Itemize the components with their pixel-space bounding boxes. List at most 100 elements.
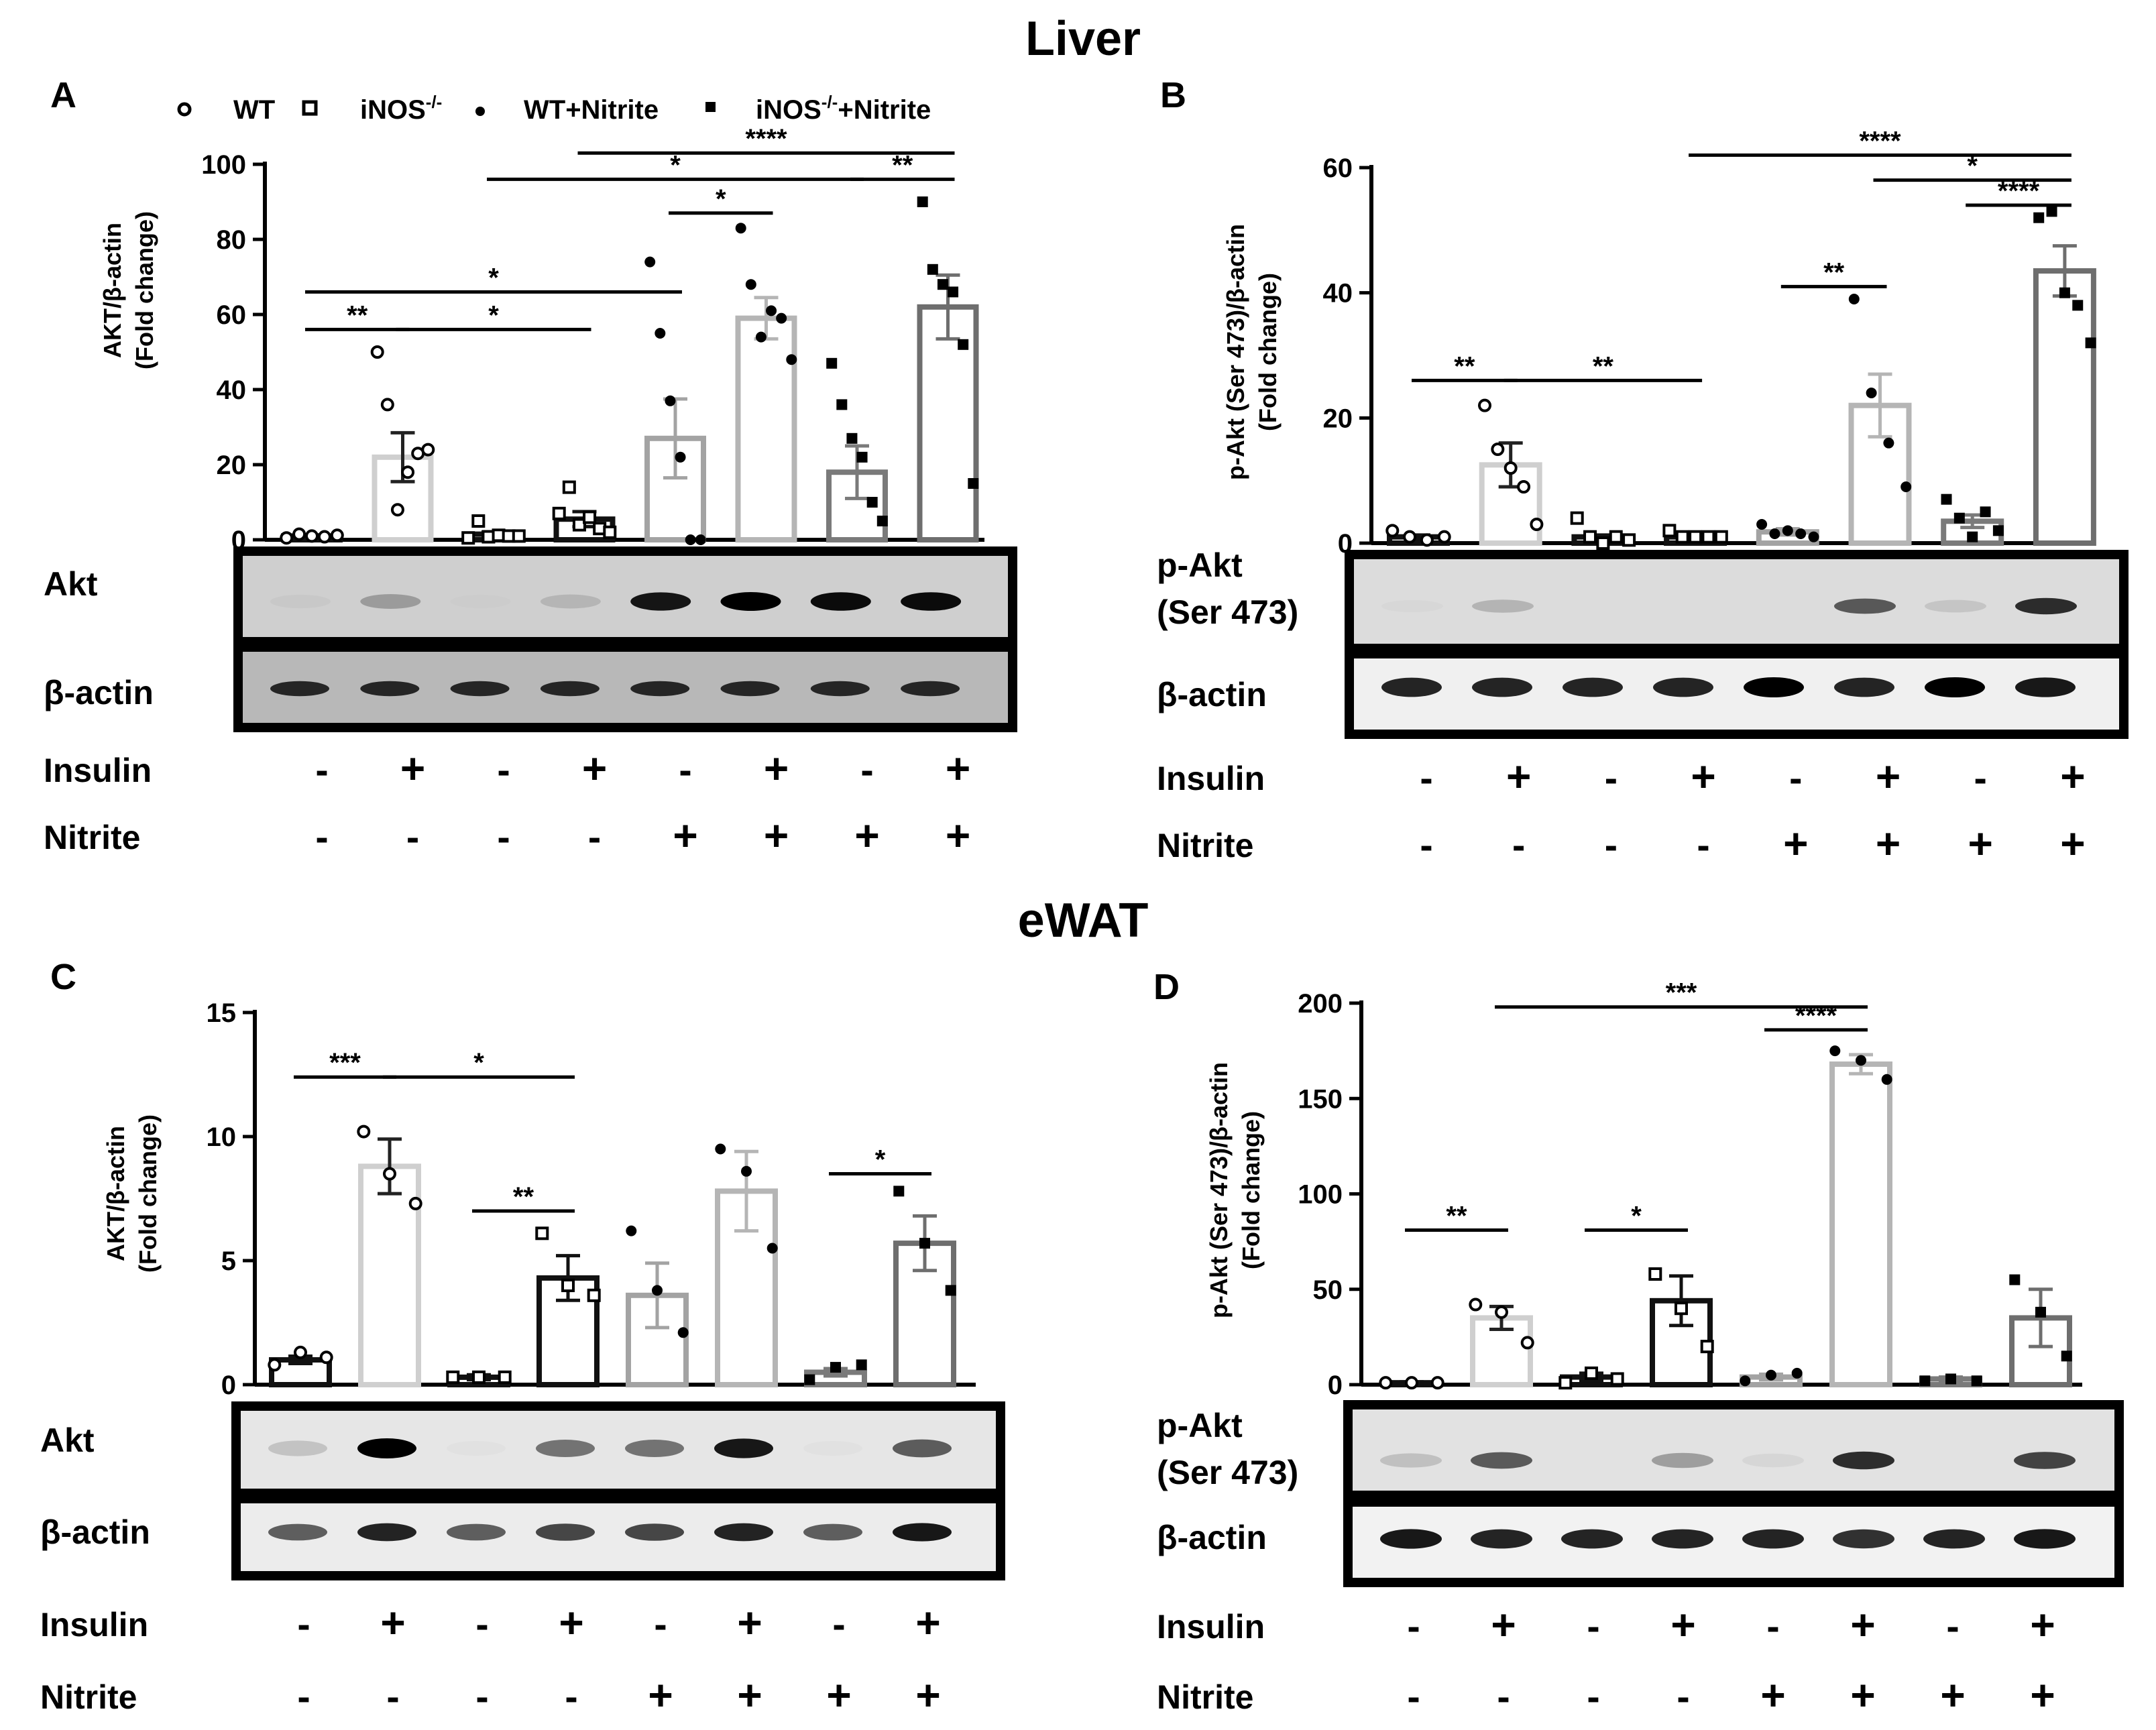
bar — [1829, 1061, 1892, 1388]
significance-label: * — [716, 184, 726, 214]
plus-sign: + — [826, 1671, 851, 1719]
insulin-signs-a: - + - + - + - + — [315, 744, 970, 793]
data-point — [1808, 531, 1819, 542]
significance-label: ** — [347, 300, 368, 330]
bands-d-pakt — [1380, 1451, 2076, 1470]
data-point — [766, 305, 777, 316]
blot-band — [1742, 1529, 1804, 1549]
bar — [735, 315, 797, 542]
significance-label: * — [473, 1048, 484, 1078]
bar — [2033, 268, 2096, 546]
plus-sign: + — [559, 1599, 583, 1647]
data-point — [675, 451, 686, 463]
insulin-signs-c: - + - + - + - + — [297, 1599, 940, 1647]
blot-band — [270, 681, 329, 697]
significance-label: *** — [329, 1048, 361, 1078]
blot-band — [447, 1523, 506, 1541]
blot-band — [803, 1441, 862, 1456]
significance-label: ** — [1454, 351, 1475, 381]
blot-band — [1834, 598, 1896, 614]
significance-label: * — [1631, 1202, 1642, 1231]
data-point — [268, 1358, 282, 1372]
plus-sign: + — [854, 811, 879, 860]
data-point — [1385, 524, 1400, 538]
legend-marker-inos-nitrite — [705, 102, 716, 112]
minus-sign: - — [475, 1675, 488, 1719]
data-point — [535, 1226, 549, 1241]
data-point — [1478, 398, 1491, 412]
data-point — [644, 256, 656, 268]
y-axis-sublabel-d: (Fold change) — [1237, 1111, 1265, 1269]
plus-sign: + — [946, 744, 970, 793]
blot-band — [1833, 1529, 1894, 1549]
data-point — [552, 506, 566, 520]
blot-band — [1563, 677, 1623, 697]
data-point — [380, 398, 394, 412]
data-point — [512, 529, 526, 543]
minus-sign: - — [475, 1603, 488, 1646]
significance-label: * — [670, 150, 681, 180]
row-label-insulin-b: Insulin — [1157, 760, 1265, 797]
data-point — [603, 525, 617, 539]
minus-sign: - — [654, 1603, 667, 1646]
minus-sign: - — [1605, 823, 1618, 867]
data-point — [587, 1288, 601, 1302]
data-point — [741, 1165, 752, 1177]
data-point — [826, 357, 838, 369]
minus-sign: - — [565, 1675, 577, 1719]
blot-d-actin — [1343, 1497, 2124, 1587]
panel-b: B p-Akt (Ser 473)/β-actin (Fold change) … — [1157, 75, 2129, 868]
data-point — [1782, 525, 1793, 536]
data-point — [755, 331, 767, 343]
data-point — [856, 1359, 867, 1371]
blot-band — [447, 1441, 506, 1456]
data-point — [804, 1374, 815, 1385]
data-point — [1609, 530, 1623, 544]
data-point — [330, 528, 344, 542]
row-label-insulin-d: Insulin — [1157, 1608, 1265, 1646]
data-point — [695, 534, 706, 545]
significance-label: **** — [1859, 126, 1901, 156]
data-point — [937, 279, 948, 290]
row-label-insulin-c: Insulin — [40, 1606, 148, 1644]
y-tick-label: 5 — [221, 1247, 236, 1276]
panel-label-a: A — [50, 75, 76, 115]
blot-band — [893, 1439, 952, 1458]
nitrite-signs-d: - - - - + + + + — [1407, 1671, 2055, 1719]
blot-band — [450, 681, 510, 697]
data-point — [2061, 1350, 2072, 1362]
data-point — [1610, 1372, 1624, 1386]
data-point — [1491, 443, 1505, 456]
minus-sign: - — [1407, 1675, 1420, 1719]
data-point — [1430, 1376, 1444, 1390]
blot-band — [1561, 1529, 1623, 1549]
data-point — [1700, 1340, 1714, 1354]
y-axis-sublabel-a: (Fold change) — [131, 211, 158, 369]
blot-band — [810, 681, 870, 697]
data-point — [1883, 437, 1894, 449]
minus-sign: - — [297, 1675, 310, 1719]
liver-title: Liver — [1025, 12, 1141, 66]
plus-sign: + — [1968, 819, 1993, 868]
data-point — [461, 531, 475, 545]
plus-sign: + — [400, 744, 425, 793]
bands-a-actin — [270, 681, 960, 697]
minus-sign: - — [1587, 1605, 1599, 1648]
data-point — [1596, 536, 1610, 550]
data-point — [370, 345, 384, 359]
blot-band — [1472, 599, 1534, 613]
plus-sign: + — [915, 1599, 940, 1647]
blot-band — [360, 681, 420, 697]
minus-sign: - — [497, 815, 510, 859]
blot-band — [630, 681, 690, 697]
data-point — [948, 286, 959, 298]
blot-band — [714, 1438, 773, 1458]
data-point — [715, 1143, 726, 1155]
minus-sign: - — [1766, 1605, 1779, 1648]
nitrite-signs-c: - - - - + + + + — [297, 1671, 940, 1719]
data-point — [745, 279, 756, 290]
y-axis-label-c: AKT/β-actin — [102, 1126, 129, 1261]
data-point — [968, 478, 979, 489]
row-label-nitrite-d: Nitrite — [1157, 1678, 1253, 1716]
